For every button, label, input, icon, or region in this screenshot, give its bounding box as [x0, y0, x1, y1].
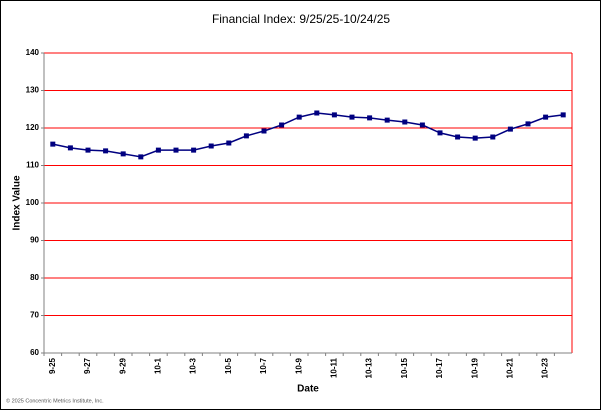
x-tick-label: 10-1	[154, 357, 163, 374]
y-tick-label: 130	[26, 86, 40, 95]
y-tick-label: 120	[26, 123, 40, 132]
x-tick-label: 10-21	[506, 357, 515, 378]
point-marker	[472, 135, 478, 141]
point-marker	[279, 122, 285, 128]
point-marker	[155, 147, 161, 153]
point-marker	[103, 148, 109, 154]
series-line	[52, 112, 564, 158]
x-tick-label: 10-11	[330, 357, 339, 378]
y-tick-label: 90	[30, 236, 39, 245]
point-marker	[455, 134, 461, 140]
point-marker	[67, 145, 73, 151]
x-tick-label: 9-29	[118, 357, 127, 374]
y-tick-label: 80	[30, 273, 39, 282]
point-marker	[50, 141, 56, 147]
point-marker	[402, 119, 408, 125]
point-marker	[173, 147, 179, 153]
point-marker	[208, 143, 214, 149]
point-marker	[543, 114, 549, 120]
x-tick-label: 10-7	[259, 357, 268, 374]
y-tick-label: 110	[26, 161, 39, 170]
point-marker	[349, 114, 355, 120]
y-tick-label: 100	[26, 198, 40, 207]
point-marker	[296, 114, 302, 120]
x-tick-label: 10-13	[365, 357, 374, 378]
point-marker	[243, 133, 249, 139]
x-tick-label: 10-9	[294, 357, 303, 374]
point-marker	[490, 134, 496, 140]
point-marker	[191, 147, 197, 153]
x-tick-label: 10-17	[435, 357, 444, 378]
chart-title: Financial Index: 9/25/25-10/24/25	[212, 12, 390, 26]
point-marker	[120, 151, 126, 157]
x-tick-label: 9-27	[83, 357, 92, 374]
point-marker	[331, 112, 337, 118]
y-tick-label: 70	[30, 311, 39, 320]
x-tick-label: 9-25	[48, 357, 57, 374]
point-marker	[507, 126, 513, 132]
x-tick-label: 10-19	[470, 357, 479, 378]
footer: © 2025 Concentric Metrics Institute, Inc…	[6, 397, 104, 404]
point-marker	[138, 154, 144, 160]
point-marker	[525, 121, 531, 127]
point-marker	[85, 147, 91, 153]
x-tick-label: 10-23	[541, 357, 550, 378]
x-tick-label: 10-3	[189, 357, 198, 374]
point-marker	[261, 128, 267, 134]
x-axis-title: Date	[297, 384, 319, 395]
point-marker	[419, 122, 425, 128]
y-axis-title: Index Value	[12, 175, 23, 230]
point-marker	[314, 110, 320, 116]
point-marker	[437, 130, 443, 136]
x-tick-label: 10-15	[400, 357, 409, 378]
point-marker	[384, 117, 390, 123]
point-marker	[226, 140, 232, 146]
y-tick-label: 140	[26, 48, 40, 57]
y-tick-label: 60	[30, 348, 39, 357]
x-tick-label: 10-5	[224, 357, 233, 374]
point-marker	[367, 115, 373, 121]
point-marker	[560, 112, 566, 118]
